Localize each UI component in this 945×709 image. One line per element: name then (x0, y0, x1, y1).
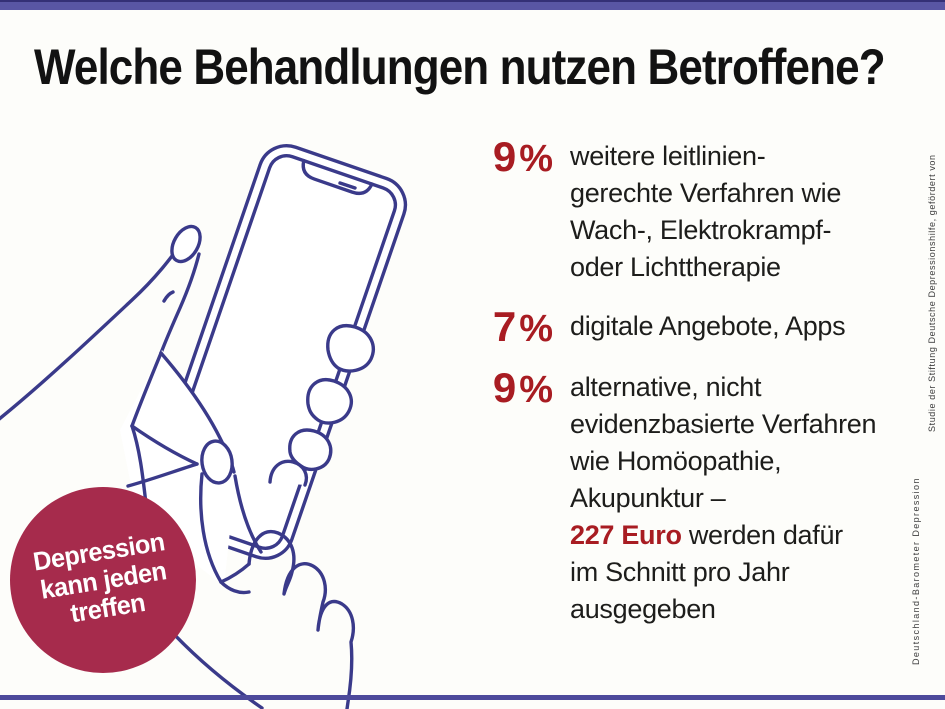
stat-description-line: gerechte Verfahren wie (570, 178, 842, 208)
palm-edge-line (130, 424, 199, 466)
stat-percentage: 9% (472, 367, 570, 411)
index-finger-nail (170, 224, 202, 264)
badge-text: Depression kann jeden treffen (30, 526, 168, 629)
wrist-line (168, 628, 264, 709)
stat-percentage: 9% (472, 136, 570, 180)
source-attribution-publisher: Studie der Stiftung Deutsche Depressions… (927, 154, 937, 432)
knuckle-crease (162, 290, 175, 303)
stat-description: alternative, nicht evidenzbasierte Verfah… (570, 369, 877, 628)
stat-description-line: alternative, nicht (570, 372, 762, 402)
stat-description-line: Wach-, Elektrokrampf- (570, 215, 832, 245)
stats-list: 9% weitere leitlinien-gerechte Verfahren … (472, 136, 927, 628)
stat-description-line: oder Lichttherapie (570, 252, 781, 282)
knuckle-connect (219, 562, 251, 584)
percent-sign: % (519, 308, 553, 350)
thumb-right-edge (233, 474, 263, 554)
stat-percentage: 7% (472, 306, 570, 350)
earpiece-mark (338, 181, 357, 190)
stat-description-line: Akupunktur – (570, 483, 726, 513)
phone-notch (301, 158, 374, 196)
top-accent-bar (0, 0, 945, 10)
stat-row: 9% alternative, nicht evidenzbasierte Verf… (472, 367, 927, 628)
stat-value: 7 (492, 303, 516, 350)
fingertip-2 (306, 378, 353, 425)
bottom-accent-line (0, 695, 945, 700)
thumb-left-edge (199, 472, 223, 584)
stat-description-line: weitere leitlinien- (570, 141, 766, 171)
highlighted-amount: 227 Euro (570, 520, 682, 550)
fingertip-1 (326, 324, 375, 373)
palm-line (130, 351, 163, 428)
stat-description: weitere leitlinien-gerechte Verfahren wi… (570, 138, 841, 286)
hand-holding-phone-illustration (0, 144, 408, 709)
stat-row: 9% weitere leitlinien-gerechte Verfahren … (472, 136, 927, 286)
thumb-tip-curve (219, 580, 251, 595)
thumb-base-line (126, 462, 199, 488)
stat-description-line: evidenzbasierte Verfahren (570, 409, 877, 439)
stat-description: digitale Angebote, Apps (570, 308, 846, 345)
stat-description-line: digitale Angebote, Apps (570, 311, 846, 341)
stat-value: 9 (492, 364, 516, 411)
stat-description-line: ausgegeben (570, 594, 716, 624)
stat-value: 9 (492, 133, 516, 180)
index-finger-line (159, 252, 201, 355)
fingertip-4 (268, 459, 309, 487)
page-title: Welche Behandlungen nutzen Betroffene? (34, 39, 886, 95)
knuckle-bumps (247, 529, 355, 709)
forearm-line (0, 238, 186, 421)
source-attribution-study-name: Deutschland-Barometer Depression (911, 477, 921, 665)
stat-description-line: wie Homöopathie, (570, 446, 782, 476)
depression-badge: Depression kann jeden treffen (10, 487, 196, 673)
thumb-nail (200, 439, 234, 485)
stat-description-line: im Schnitt pro Jahr (570, 557, 790, 587)
percent-sign: % (519, 369, 553, 411)
stat-description-line: 227 Euro werden dafür (570, 520, 843, 550)
percent-sign: % (519, 138, 553, 180)
stat-row: 7% digitale Angebote, Apps (472, 306, 927, 350)
